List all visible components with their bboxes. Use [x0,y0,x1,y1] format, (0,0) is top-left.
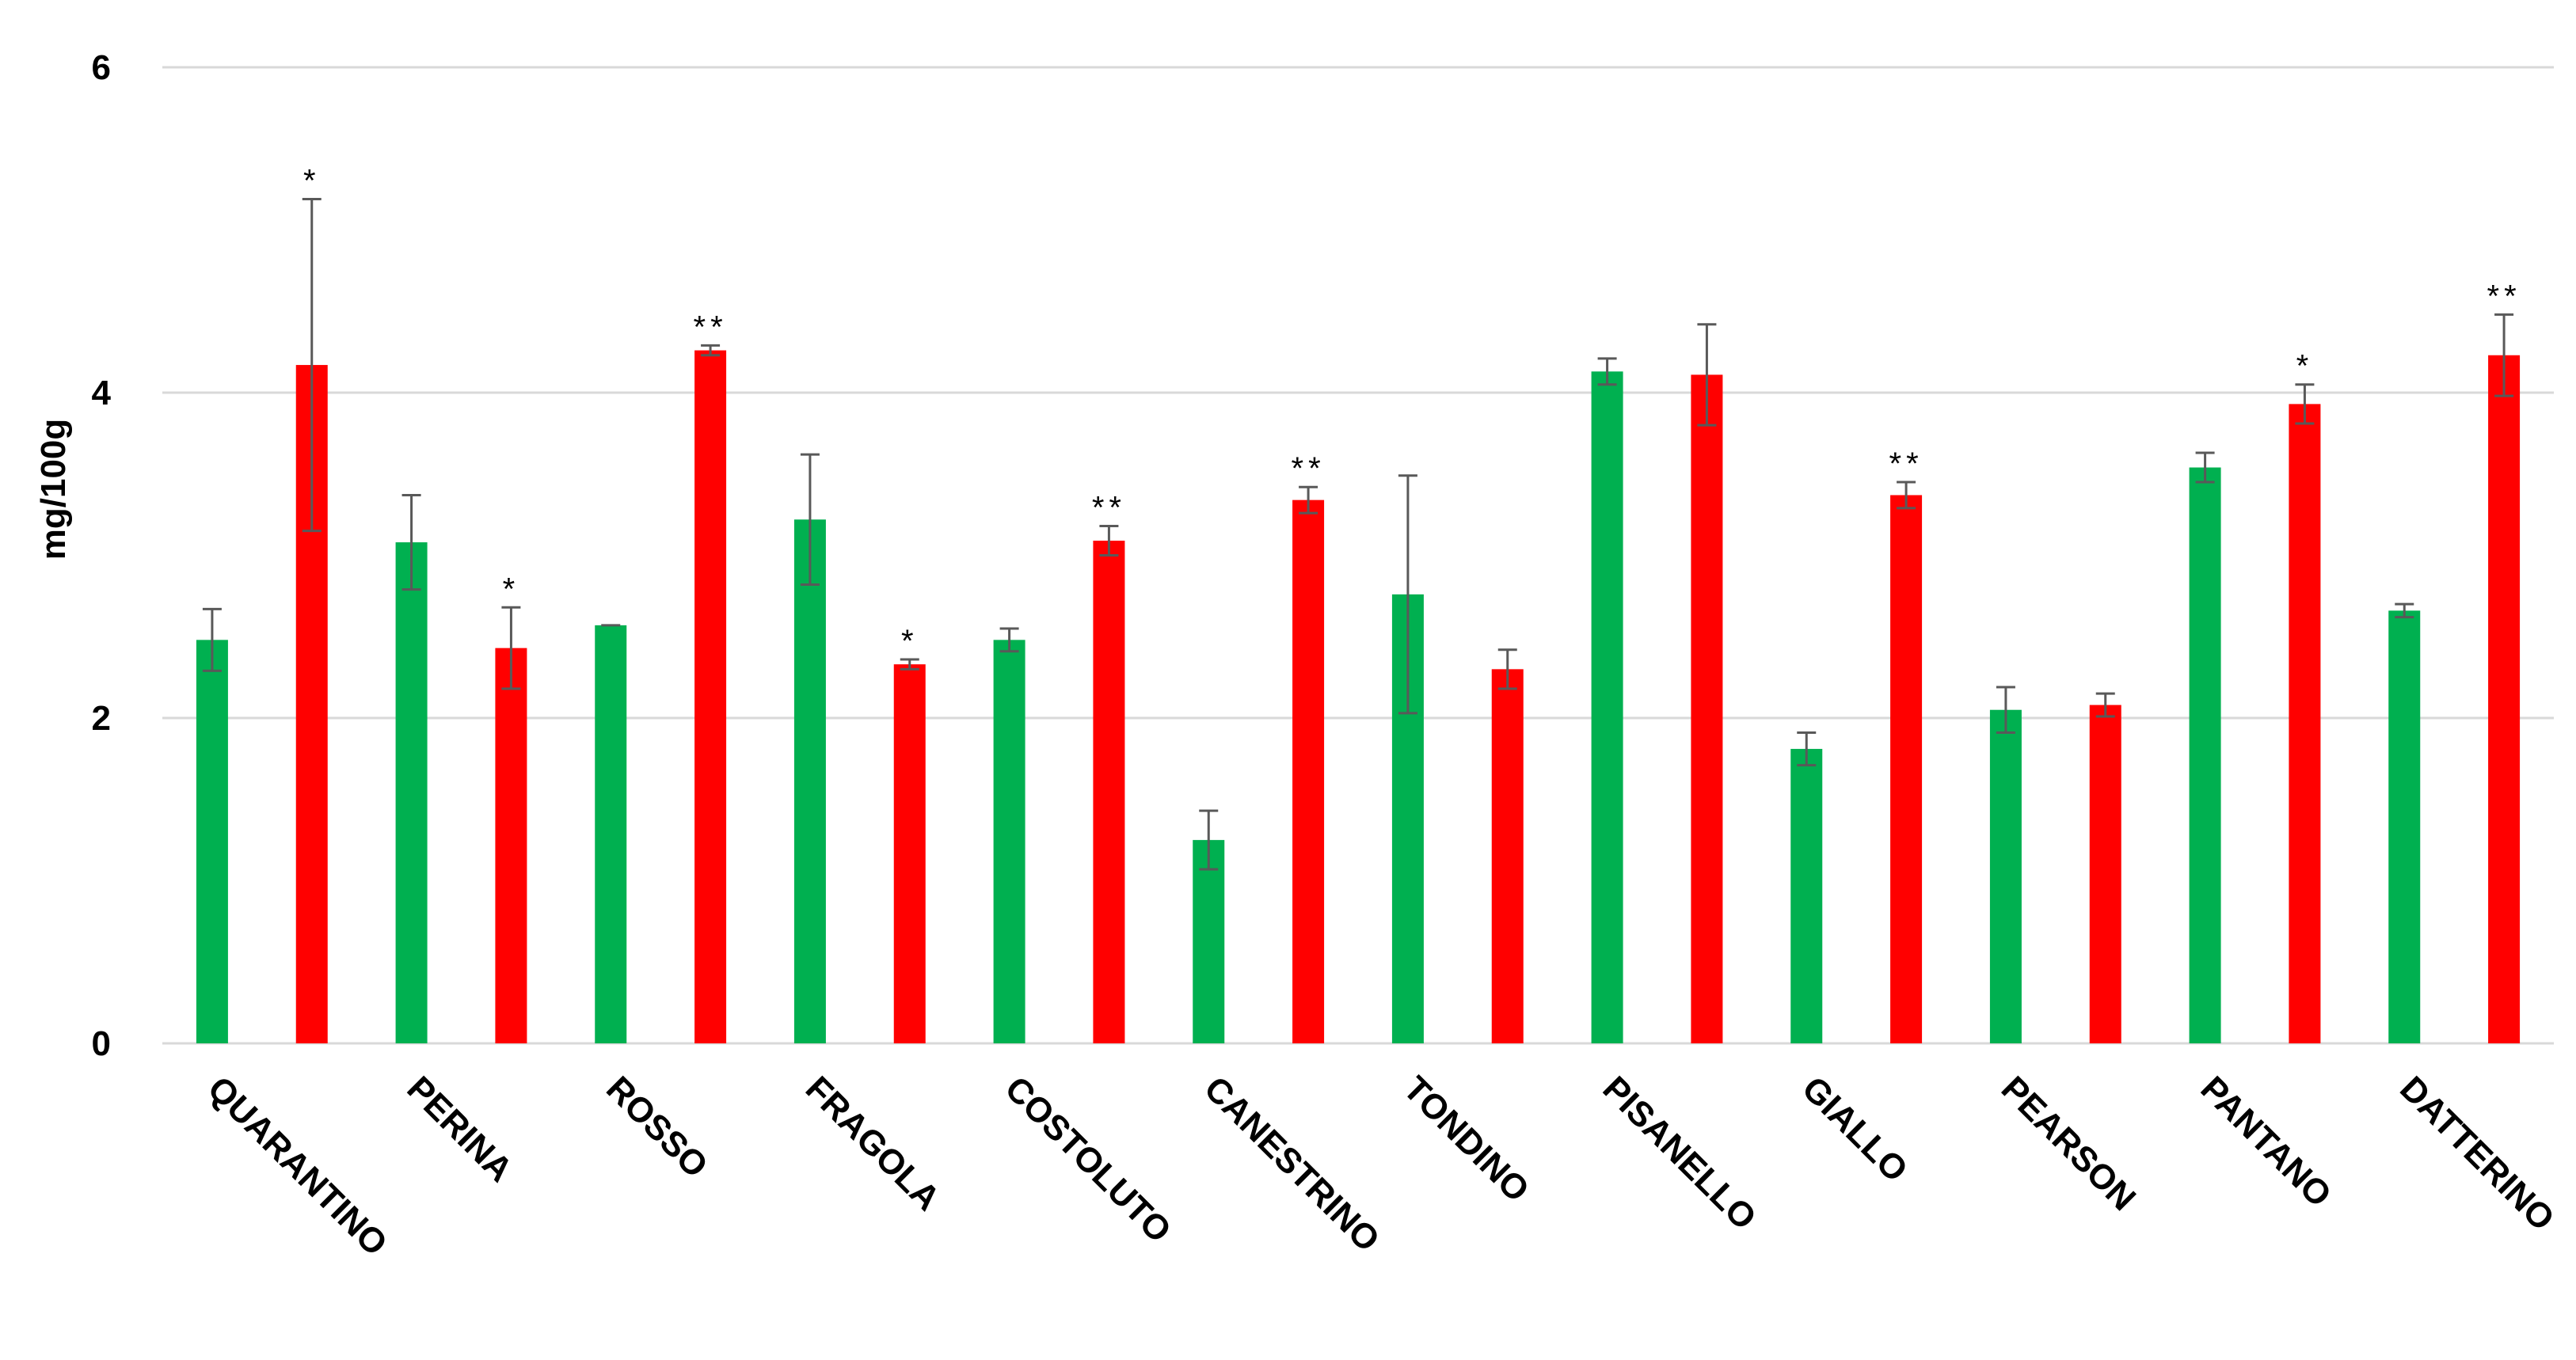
bar [1093,541,1125,1043]
bar [893,664,926,1043]
x-tick-label: ROSSO [599,1069,715,1185]
significance-marker: * [901,624,919,659]
y-tick-label: 2 [92,699,111,738]
bar [595,625,627,1043]
bar [1890,495,1923,1043]
bar [2488,355,2521,1043]
significance-marker: ** [1092,491,1126,526]
y-tick-label: 4 [92,374,112,412]
bar [2089,705,2121,1043]
gridlines [162,66,2554,1045]
error-bars [202,197,2514,871]
significance-marker: * [2296,349,2314,384]
significance-markers: ********* ***** [303,163,2521,659]
x-tick-label: PISANELLO [1596,1069,1764,1237]
significance-marker: ** [1889,446,1923,481]
bar [2289,404,2321,1043]
significance-marker: * [503,572,520,606]
y-axis-label: mg/100g [34,419,73,560]
bar [1790,749,1823,1043]
x-tick-labels: QUARANTINO PERINA ROSSO FRAGOLA COSTOLUTO CAN… [200,1069,2562,1263]
bar [2388,610,2421,1043]
x-tick-label: COSTOLUTO [998,1069,1179,1250]
bar [993,640,1025,1043]
y-tick-labels: 0 2 4 6 [92,48,112,1063]
bar [694,350,727,1043]
bar [2189,467,2221,1043]
significance-marker: ** [1292,451,1326,486]
x-tick-label: PANTANO [2194,1069,2339,1214]
x-tick-label: GIALLO [1794,1069,1915,1189]
bar [1691,374,1723,1043]
x-tick-label: DATTERINO [2392,1069,2562,1238]
significance-marker: ** [2487,279,2521,313]
x-tick-label: QUARANTINO [200,1069,395,1263]
bar [495,648,527,1043]
bar [1591,371,1623,1043]
x-tick-label: TONDINO [1396,1069,1537,1210]
bar [395,542,428,1043]
bar [793,519,826,1043]
significance-marker: * [303,163,321,198]
bar [196,640,228,1043]
bar [1292,500,1325,1043]
bars [196,350,2521,1043]
bar [1491,669,1524,1043]
x-tick-label: CANESTRINO [1197,1069,1387,1259]
bar [1989,709,2022,1043]
y-tick-label: 6 [92,48,111,87]
x-tick-label: FRAGOLA [798,1069,947,1218]
x-tick-label: PERINA [400,1069,520,1189]
x-tick-label: PEARSON [1994,1069,2144,1218]
y-tick-label: 0 [92,1024,111,1063]
significance-marker: ** [694,310,728,344]
bar [1193,840,1225,1043]
